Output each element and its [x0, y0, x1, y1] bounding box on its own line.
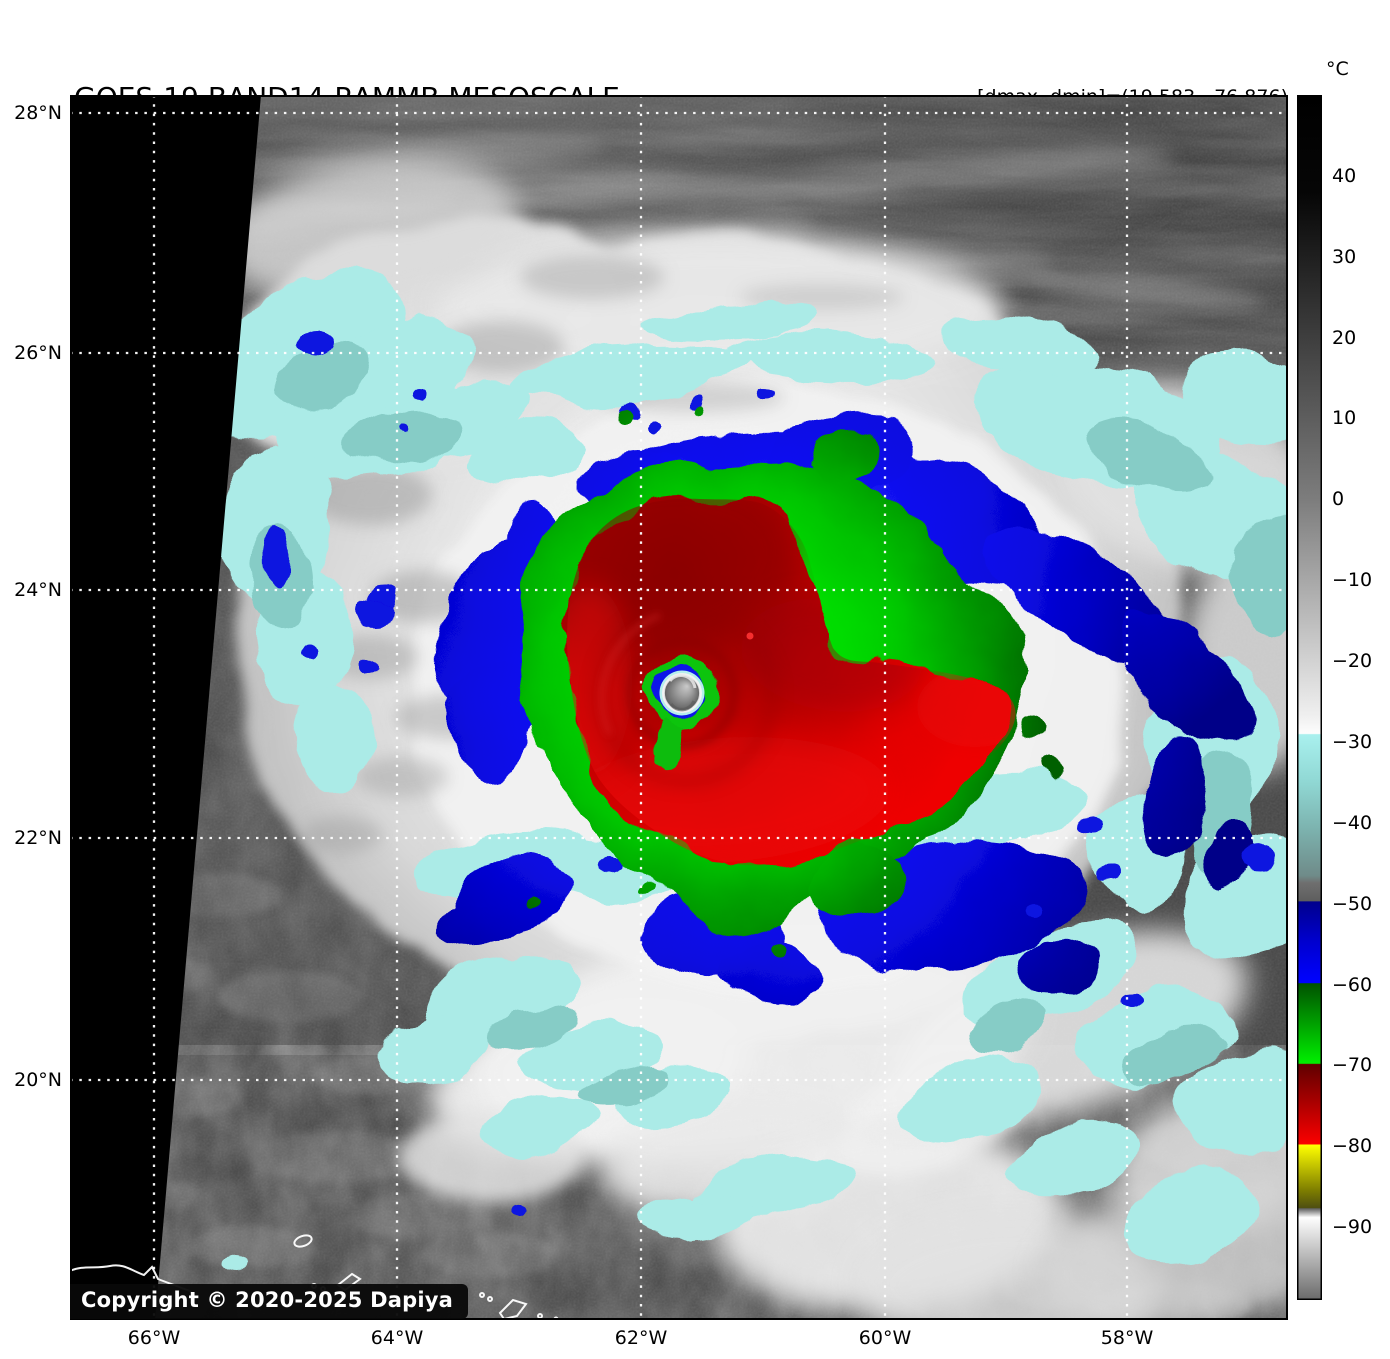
lat-label: 22°N — [14, 827, 62, 849]
colorbar-tick: −70 — [1332, 1054, 1373, 1077]
cloud-gaps — [302, 255, 904, 853]
lon-label: 62°W — [614, 1327, 668, 1349]
colorbar-tick: −60 — [1332, 973, 1373, 996]
satellite-map: Copyright © 2020-2025 Dapiya — [70, 95, 1288, 1320]
hurricane-eye — [646, 657, 718, 772]
lat-label: 24°N — [14, 579, 62, 601]
colorbar-tick: 20 — [1332, 326, 1357, 349]
colorbar — [1297, 95, 1322, 1300]
colorbar-tick: 40 — [1332, 164, 1357, 187]
colorbar-tick: −40 — [1332, 811, 1373, 834]
lat-axis: 28°N 26°N 24°N 22°N 20°N — [0, 0, 64, 1359]
lon-label: 66°W — [127, 1327, 181, 1349]
map-border — [70, 95, 1288, 1320]
lat-label: 28°N — [14, 102, 62, 124]
colorbar-tick: −80 — [1332, 1135, 1373, 1158]
colorbar-tick: −30 — [1332, 730, 1373, 753]
colorbar-tick: −50 — [1332, 892, 1373, 915]
blue-layer — [263, 329, 1278, 1213]
satellite-scene — [70, 95, 1288, 1320]
lat-label: 20°N — [14, 1069, 62, 1091]
colorbar-unit: °C — [1326, 58, 1349, 80]
off-scan-wedge — [70, 95, 261, 1320]
colorbar-tick: 30 — [1332, 245, 1357, 268]
lon-label: 64°W — [370, 1327, 424, 1349]
colorbar-tick: −90 — [1332, 1216, 1373, 1239]
colorbar-tick: −10 — [1332, 569, 1373, 592]
lon-label: 60°W — [858, 1327, 912, 1349]
colorbar-tick: 0 — [1332, 488, 1345, 511]
lat-label: 26°N — [14, 342, 62, 364]
lon-label: 58°W — [1100, 1327, 1154, 1349]
colorbar-tick: −20 — [1332, 650, 1373, 673]
colorbar-gradient — [1297, 95, 1322, 1300]
copyright-badge: Copyright © 2020-2025 Dapiya — [70, 1284, 468, 1319]
colorbar-tick: 10 — [1332, 407, 1357, 430]
graticule — [70, 95, 1288, 1320]
